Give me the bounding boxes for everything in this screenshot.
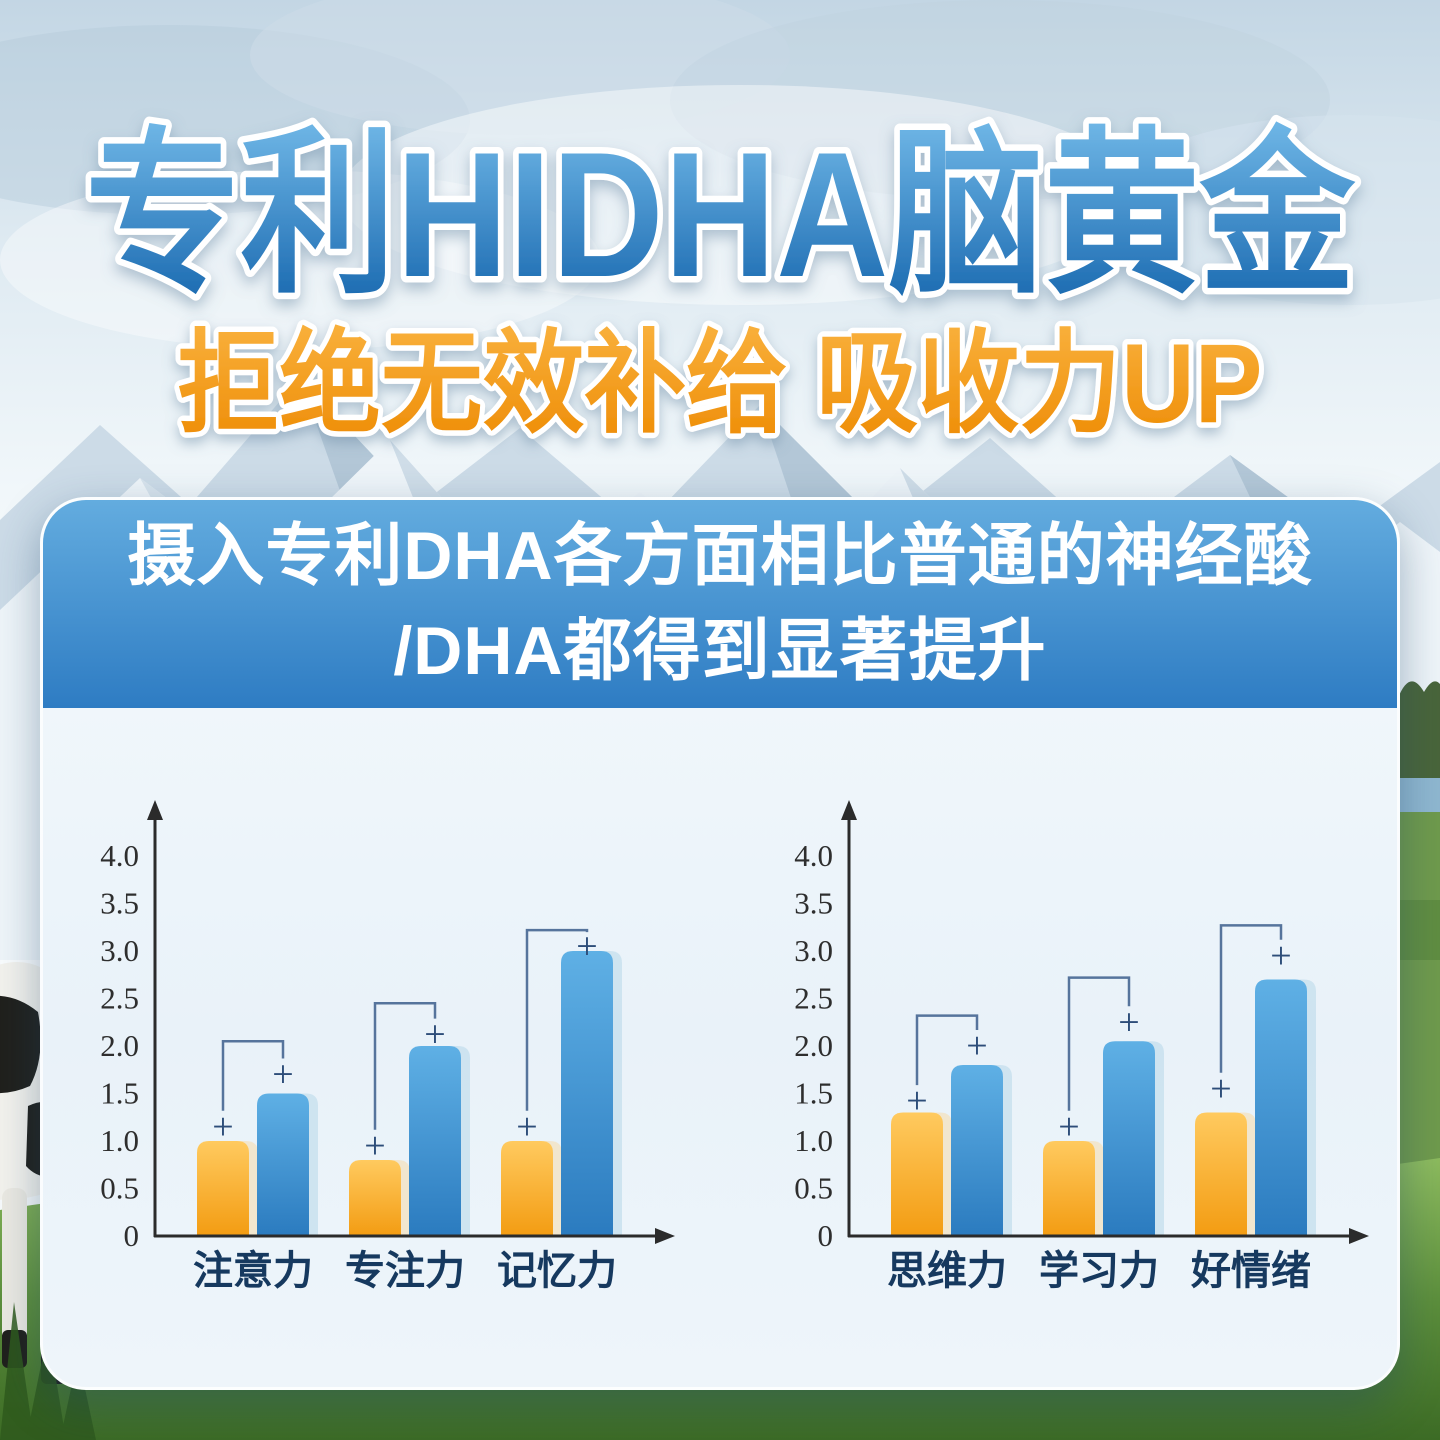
grass-blades (0, 1302, 96, 1440)
bar-chart-right: 0 0.5 1.0 1.5 2.0 2.5 3.0 3.5 4.0 + + 思维力 + + 学习力 + + 好情绪 (794, 800, 1369, 1293)
y-tick-label: 2.0 (100, 1028, 139, 1063)
category-label: 注意力 (193, 1249, 313, 1293)
card-body: 0 0.5 1.0 1.5 2.0 2.5 3.0 3.5 4.0 + + 注意力 + + 专注力 + + 记忆力… (43, 708, 1397, 1310)
plus-mark: + (1210, 1068, 1231, 1110)
info-card: 摄入专利DHA各方面相比普通的神经酸 /DHA都得到显著提升 0 0.5 1.0 1.… (40, 497, 1400, 1390)
bar-orange (891, 1112, 943, 1236)
y-tick-label: 3.0 (794, 933, 833, 968)
y-tick-label: 3.0 (100, 933, 139, 968)
plus-mark: + (906, 1080, 927, 1122)
x-axis-arrow (655, 1228, 675, 1244)
bar-blue (951, 1065, 1003, 1236)
plus-mark: + (516, 1106, 537, 1148)
bar-orange (349, 1160, 401, 1236)
y-tick-label: 0.5 (100, 1171, 139, 1206)
significance-bracket (525, 928, 589, 1111)
y-tick-label: 3.5 (794, 886, 833, 921)
y-tick-label: 2.0 (794, 1028, 833, 1063)
y-tick-label: 0.5 (794, 1171, 833, 1206)
plus-mark: + (576, 925, 597, 967)
plus-mark: + (966, 1025, 987, 1067)
y-axis-arrow (841, 800, 857, 820)
y-tick-label: 0 (818, 1218, 834, 1253)
clouds (0, 0, 1440, 350)
main-title-block: 专利HIDHA脑黄金 (79, 109, 1363, 321)
bar-orange (197, 1141, 249, 1236)
bar-chart-left: 0 0.5 1.0 1.5 2.0 2.5 3.0 3.5 4.0 + + 注意力 + + 专注力 + + 记忆力 (100, 800, 675, 1293)
subtitle-block: 拒绝无效补给 吸收力UP (172, 316, 1268, 452)
bar-orange (1195, 1112, 1247, 1236)
card-header: 摄入专利DHA各方面相比普通的神经酸 /DHA都得到显著提升 (43, 500, 1397, 708)
subtitle: 拒绝无效补给 吸收力UP (178, 321, 1263, 446)
significance-bracket (915, 1014, 979, 1086)
y-tick-label: 4.0 (794, 838, 833, 873)
x-axis-arrow (1349, 1228, 1369, 1244)
bar-orange (1043, 1141, 1095, 1236)
card-header-line2: /DHA都得到显著提升 (393, 613, 1047, 689)
y-tick-label: 1.0 (794, 1123, 833, 1158)
bar-orange (501, 1141, 553, 1236)
bar-blue (561, 951, 613, 1236)
y-tick-label: 3.5 (100, 886, 139, 921)
y-axis-arrow (147, 800, 163, 820)
bar-blue (409, 1046, 461, 1236)
category-label: 好情绪 (1190, 1249, 1311, 1293)
category-label: 思维力 (887, 1249, 1007, 1293)
y-tick-label: 1.5 (794, 1076, 833, 1111)
y-tick-label: 1.5 (100, 1076, 139, 1111)
plus-mark: + (272, 1054, 293, 1096)
category-label: 记忆力 (497, 1249, 617, 1293)
bar-blue (1255, 979, 1307, 1236)
category-label: 学习力 (1039, 1249, 1159, 1293)
significance-bracket (1219, 924, 1283, 1073)
y-tick-label: 0 (124, 1218, 140, 1253)
card-header-line1: 摄入专利DHA各方面相比普通的神经酸 (127, 517, 1313, 594)
y-tick-label: 2.5 (100, 981, 139, 1016)
plus-mark: + (212, 1106, 233, 1148)
y-tick-label: 1.0 (100, 1123, 139, 1158)
plus-mark: + (424, 1014, 445, 1056)
main-title: 专利HIDHA脑黄金 (85, 115, 1356, 314)
bar-blue (1103, 1041, 1155, 1236)
significance-bracket (373, 1002, 437, 1130)
bar-blue (257, 1093, 309, 1236)
plus-mark: + (1118, 1001, 1139, 1043)
plus-mark: + (1270, 935, 1291, 977)
category-label: 专注力 (345, 1249, 465, 1293)
significance-bracket (221, 1040, 285, 1111)
y-tick-label: 2.5 (794, 981, 833, 1016)
y-tick-label: 4.0 (100, 838, 139, 873)
plus-mark: + (364, 1125, 385, 1167)
plus-mark: + (1058, 1106, 1079, 1148)
significance-bracket (1067, 976, 1131, 1111)
